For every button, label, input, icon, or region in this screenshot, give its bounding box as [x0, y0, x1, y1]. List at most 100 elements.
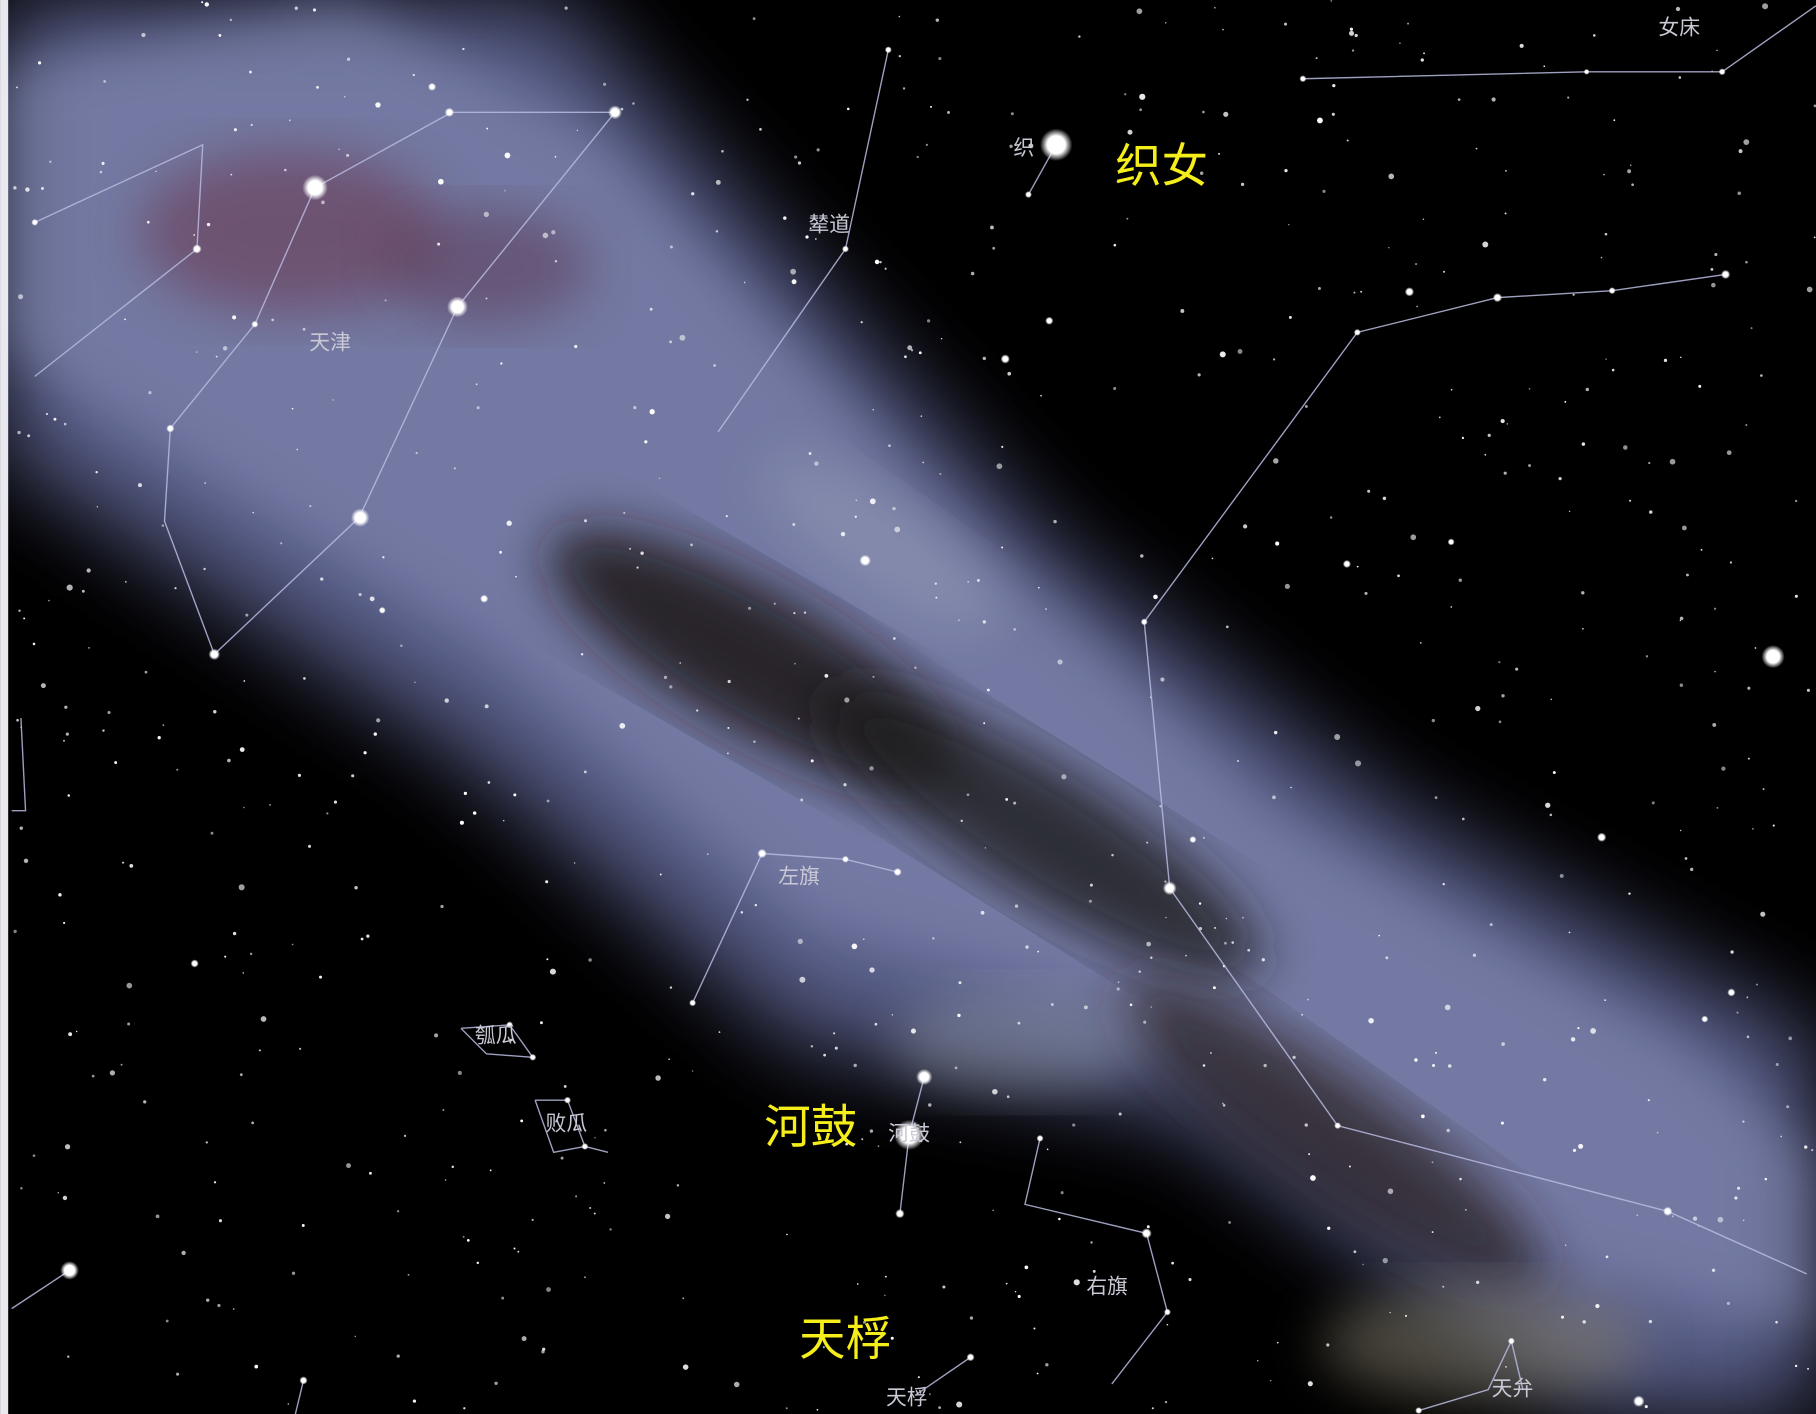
star — [1348, 1165, 1351, 1168]
line — [34, 143, 204, 377]
star — [271, 318, 275, 322]
star — [1057, 659, 1063, 665]
star — [32, 1154, 36, 1157]
star — [851, 943, 858, 950]
star — [1600, 256, 1603, 259]
star — [506, 1021, 514, 1029]
star — [302, 327, 306, 331]
star — [218, 1219, 223, 1223]
star — [91, 1074, 95, 1078]
star — [580, 653, 584, 656]
star — [1721, 766, 1726, 771]
star — [1223, 111, 1229, 117]
star — [1568, 510, 1571, 513]
star — [1385, 956, 1389, 960]
star — [1623, 445, 1628, 450]
star — [910, 349, 914, 352]
star — [1627, 169, 1632, 174]
star — [682, 1297, 685, 1300]
major-label: 河鼓 — [764, 1100, 857, 1154]
star — [860, 321, 863, 324]
star — [224, 955, 227, 958]
star — [475, 383, 478, 386]
star — [939, 473, 942, 475]
star — [966, 1353, 975, 1362]
star — [1088, 899, 1092, 903]
star — [1072, 1123, 1076, 1127]
star — [1388, 173, 1395, 180]
star — [1503, 471, 1507, 475]
star — [319, 975, 323, 979]
star — [1272, 795, 1276, 800]
star — [1786, 1105, 1790, 1109]
star — [48, 599, 50, 602]
star — [451, 1165, 454, 1169]
star — [41, 186, 44, 190]
star — [101, 161, 105, 165]
star — [549, 968, 556, 975]
star — [354, 1335, 357, 1338]
star — [696, 709, 699, 712]
star — [312, 8, 317, 12]
star — [588, 958, 592, 962]
star — [1240, 182, 1245, 187]
star — [1595, 1303, 1600, 1309]
star — [564, 1096, 572, 1104]
star — [1198, 902, 1202, 905]
star — [129, 864, 134, 868]
star — [95, 470, 98, 474]
star — [1197, 373, 1201, 377]
star — [309, 504, 312, 508]
star — [1746, 1035, 1750, 1039]
star — [447, 296, 468, 318]
star — [103, 79, 107, 83]
star — [1354, 33, 1358, 38]
star — [844, 697, 850, 703]
star — [23, 858, 29, 864]
star — [1073, 1279, 1080, 1286]
star — [1648, 461, 1651, 465]
star — [444, 107, 455, 117]
star — [19, 826, 23, 830]
star — [954, 1066, 958, 1070]
star — [935, 596, 938, 599]
star — [1036, 1372, 1039, 1375]
star — [99, 170, 103, 174]
star — [816, 1408, 819, 1411]
star — [1484, 453, 1487, 456]
star — [727, 726, 730, 729]
star — [982, 356, 987, 361]
line — [1418, 1340, 1512, 1412]
star — [517, 1250, 520, 1253]
line — [11, 1269, 70, 1310]
star — [706, 853, 709, 855]
star — [822, 1346, 825, 1349]
star — [785, 1407, 788, 1410]
star — [669, 685, 673, 689]
star — [208, 648, 221, 661]
star — [1038, 586, 1040, 589]
star — [1794, 1364, 1798, 1368]
star — [823, 1053, 826, 1057]
star — [1354, 760, 1362, 767]
star — [232, 315, 237, 320]
star — [1353, 291, 1356, 294]
star — [1162, 881, 1177, 896]
star — [67, 1355, 70, 1358]
star — [1564, 400, 1567, 403]
star — [1212, 986, 1216, 990]
star — [957, 1013, 961, 1018]
star — [412, 73, 415, 77]
star — [229, 18, 233, 22]
star — [1284, 22, 1288, 26]
star — [483, 211, 489, 217]
star — [916, 1068, 933, 1086]
star — [929, 1393, 931, 1395]
star — [664, 1213, 671, 1220]
star — [1649, 510, 1653, 514]
star — [1033, 1327, 1036, 1330]
star — [640, 551, 644, 555]
star — [1561, 1315, 1565, 1319]
star — [1760, 911, 1766, 917]
star — [1397, 574, 1400, 578]
